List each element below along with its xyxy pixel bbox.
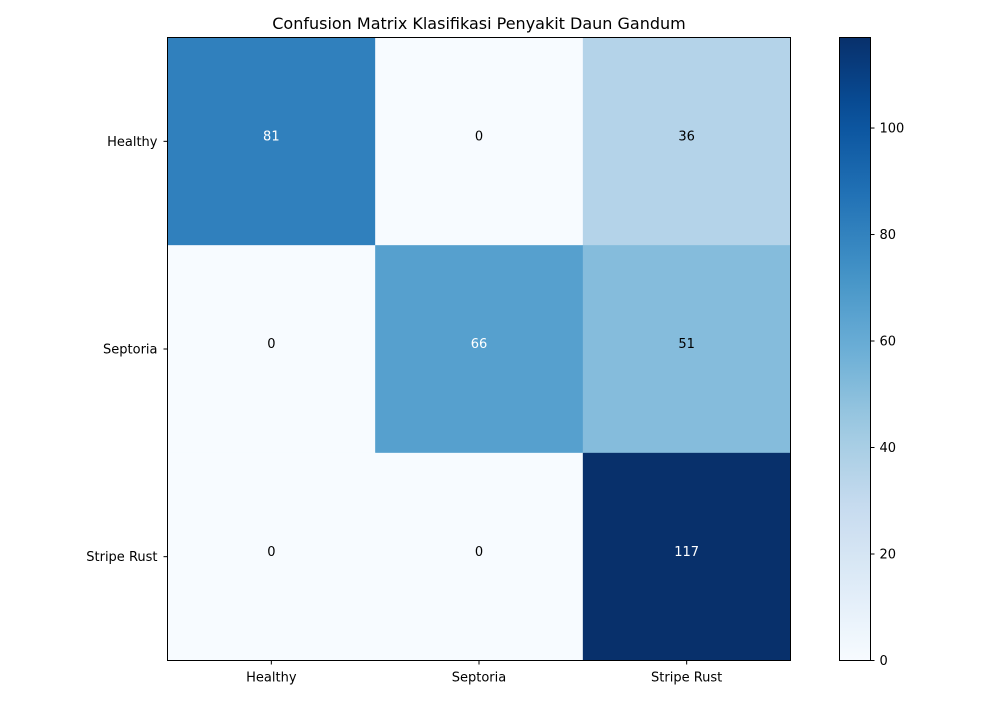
heatmap-cell (167, 452, 376, 661)
colorbar: 0 20 40 60 80 100 (839, 37, 905, 669)
colorbar-gradient (839, 37, 871, 661)
cell-value-label: 117 (674, 545, 699, 560)
y-axis: Healthy Septoria Stripe Rust (86, 135, 168, 565)
x-tick-label: Stripe Rust (651, 671, 722, 686)
y-tick-label: Septoria (103, 343, 157, 358)
colorbar-tick-label: 40 (880, 441, 897, 456)
x-tick-label: Septoria (452, 671, 506, 686)
colorbar-tick-label: 100 (880, 122, 905, 137)
heatmap-cell (582, 37, 791, 246)
colorbar-frame (839, 37, 871, 661)
heatmap-cell (582, 245, 791, 454)
cell-value-label: 66 (471, 337, 488, 352)
colorbar-tick-label: 60 (880, 335, 897, 350)
heatmap-cell (375, 37, 584, 246)
colorbar-tick-label: 20 (880, 548, 897, 563)
x-tick-label: Healthy (246, 671, 297, 686)
colorbar-tick-label: 80 (880, 228, 897, 243)
heatmap-cells: 81 0 36 0 66 51 0 0 117 (167, 37, 791, 661)
y-tick-label: Healthy (107, 135, 158, 150)
cell-value-label: 0 (267, 337, 275, 352)
cell-value-label: 81 (263, 130, 280, 145)
heatmap-cell (167, 37, 376, 246)
heatmap-cell (582, 452, 791, 661)
cell-value-label: 0 (475, 545, 483, 560)
heatmap-cell (375, 245, 584, 454)
y-tick-label: Stripe Rust (86, 550, 157, 565)
cell-value-label: 51 (678, 337, 695, 352)
x-axis: Healthy Septoria Stripe Rust (246, 660, 722, 686)
cell-value-label: 0 (475, 130, 483, 145)
heatmap-cell (375, 452, 584, 661)
cell-value-label: 0 (267, 545, 275, 560)
chart-title: Confusion Matrix Klasifikasi Penyakit Da… (272, 14, 686, 33)
colorbar-tick-label: 0 (880, 654, 888, 669)
cell-value-label: 36 (678, 130, 695, 145)
heatmap-cell (167, 245, 376, 454)
